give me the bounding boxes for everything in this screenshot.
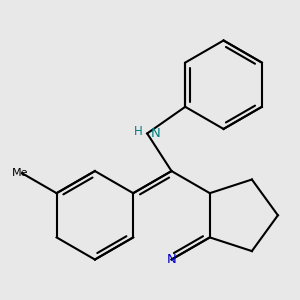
Text: Me: Me bbox=[12, 168, 28, 178]
Text: N: N bbox=[150, 127, 160, 140]
Text: N: N bbox=[167, 253, 176, 266]
Text: H: H bbox=[134, 125, 143, 138]
